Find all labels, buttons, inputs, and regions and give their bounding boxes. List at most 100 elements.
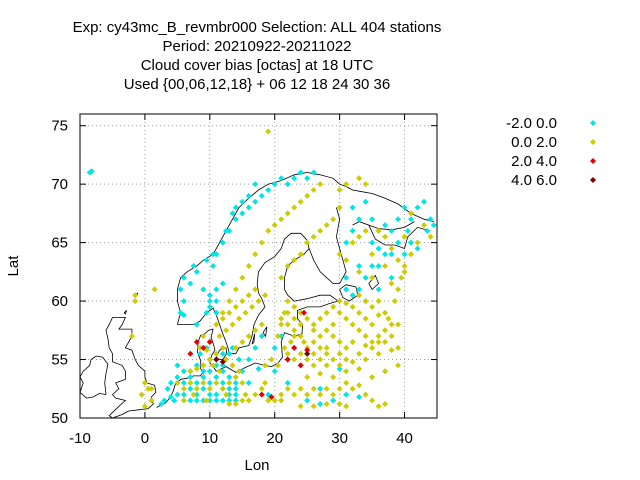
data-point bbox=[330, 303, 337, 310]
data-point bbox=[388, 251, 395, 258]
data-point bbox=[310, 321, 317, 328]
data-point bbox=[356, 175, 363, 182]
data-point bbox=[369, 263, 376, 269]
data-point bbox=[343, 274, 350, 281]
data-point bbox=[213, 298, 220, 305]
data-point bbox=[304, 374, 311, 381]
data-point bbox=[239, 298, 246, 305]
data-point bbox=[336, 204, 343, 211]
data-point bbox=[369, 303, 376, 310]
data-point bbox=[128, 333, 135, 340]
data-point bbox=[330, 356, 337, 363]
data-point bbox=[200, 374, 207, 381]
data-point bbox=[242, 391, 249, 398]
data-point bbox=[223, 327, 230, 334]
data-point bbox=[421, 222, 428, 229]
data-point bbox=[300, 339, 307, 345]
data-point bbox=[239, 210, 246, 217]
data-point bbox=[232, 400, 239, 407]
legend-label: -2.0 0.0 bbox=[506, 115, 557, 132]
data-point bbox=[291, 175, 298, 182]
data-point bbox=[362, 198, 369, 205]
data-point bbox=[291, 356, 298, 363]
data-point bbox=[284, 181, 291, 188]
data-point bbox=[213, 321, 220, 328]
y-axis-ticks: 50 55 60 65 70 75 bbox=[51, 118, 437, 427]
data-point bbox=[300, 309, 307, 316]
data-point bbox=[232, 204, 239, 211]
data-point bbox=[297, 198, 304, 205]
data-point bbox=[206, 397, 213, 404]
data-point bbox=[226, 350, 233, 357]
data-point bbox=[343, 403, 350, 410]
data-point bbox=[261, 362, 268, 369]
data-point bbox=[261, 292, 268, 299]
data-point bbox=[171, 397, 178, 404]
data-point bbox=[226, 298, 233, 305]
data-point bbox=[219, 315, 226, 322]
data-point bbox=[362, 298, 369, 305]
data-point bbox=[382, 222, 389, 229]
data-point bbox=[216, 368, 223, 375]
data-point bbox=[219, 239, 226, 246]
data-point bbox=[193, 321, 200, 328]
data-point bbox=[265, 397, 272, 404]
data-point bbox=[274, 362, 281, 369]
data-point bbox=[219, 344, 226, 351]
data-point bbox=[427, 216, 434, 223]
data-point bbox=[343, 391, 350, 398]
data-point bbox=[252, 286, 259, 293]
data-point bbox=[369, 274, 376, 281]
data-point bbox=[187, 374, 194, 381]
data-point bbox=[284, 356, 291, 363]
data-point bbox=[180, 368, 187, 375]
coastline bbox=[200, 328, 216, 364]
data-point bbox=[343, 368, 350, 375]
data-point bbox=[138, 391, 145, 398]
data-point bbox=[239, 339, 246, 345]
data-point bbox=[356, 263, 363, 269]
data-point bbox=[193, 365, 200, 372]
data-point bbox=[310, 385, 317, 392]
data-point bbox=[323, 222, 330, 229]
data-point bbox=[382, 327, 389, 334]
data-point bbox=[291, 303, 298, 310]
data-point bbox=[239, 368, 246, 375]
x-axis-ticks: -10 0 10 20 30 40 bbox=[69, 114, 413, 447]
data-point bbox=[336, 362, 343, 369]
data-point bbox=[206, 368, 213, 375]
data-point bbox=[278, 397, 285, 404]
data-point bbox=[401, 263, 408, 269]
coastline bbox=[352, 221, 431, 250]
data-point bbox=[236, 368, 243, 375]
data-point bbox=[284, 263, 291, 269]
data-point bbox=[239, 379, 246, 386]
data-point bbox=[232, 374, 239, 381]
data-point bbox=[401, 204, 408, 211]
data-point bbox=[349, 204, 356, 211]
data-point bbox=[245, 333, 252, 340]
plot-frame bbox=[79, 113, 438, 419]
data-point bbox=[255, 365, 262, 372]
data-point bbox=[219, 368, 226, 375]
data-point bbox=[310, 327, 317, 334]
data-point bbox=[200, 333, 207, 340]
data-point bbox=[226, 227, 233, 234]
data-point bbox=[395, 239, 402, 246]
title-line-2: Period: 20210922-20211022 bbox=[162, 38, 351, 55]
data-point bbox=[375, 350, 382, 357]
data-point bbox=[349, 358, 356, 365]
data-point bbox=[304, 397, 311, 404]
scatter-points bbox=[86, 128, 437, 410]
data-point bbox=[356, 382, 363, 389]
data-point bbox=[193, 397, 200, 404]
data-point bbox=[356, 350, 363, 357]
data-point bbox=[226, 391, 233, 398]
data-point bbox=[382, 368, 389, 375]
data-point bbox=[395, 321, 402, 328]
data-point bbox=[408, 216, 415, 223]
data-point bbox=[317, 181, 324, 188]
data-point bbox=[343, 300, 350, 307]
data-point bbox=[385, 315, 392, 322]
data-point bbox=[330, 397, 337, 404]
